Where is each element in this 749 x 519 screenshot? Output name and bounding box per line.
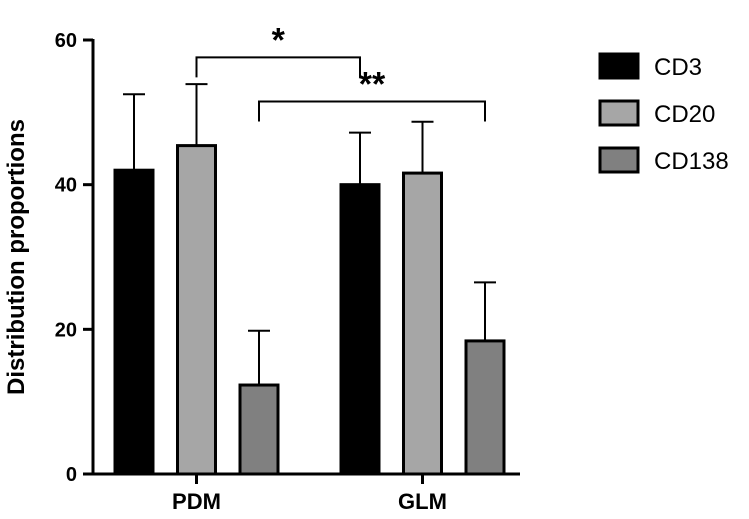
y-tick-label: 0 (66, 464, 77, 486)
bar-cd138-glm (464, 339, 506, 476)
legend-label-cd3: CD3 (654, 54, 702, 81)
bar-cd3-pdm (113, 168, 155, 476)
y-axis-label: Distribution proportions (3, 119, 30, 395)
legend-label-cd138: CD138 (654, 148, 729, 175)
bar-cd3-glm (339, 183, 381, 476)
x-category-label: PDM (172, 489, 221, 514)
bar-cd138-pdm (238, 383, 280, 476)
significance-bracket (195, 56, 361, 78)
bar-cd20-pdm (176, 144, 217, 476)
bar-cd20-glm (402, 171, 443, 476)
y-tick-label: 20 (55, 319, 77, 341)
significance-bracket (258, 100, 486, 122)
significance-marker: ** (359, 65, 386, 103)
legend: CD3 CD20 CD138 (598, 52, 729, 175)
legend-swatch-cd20 (598, 99, 640, 127)
legend-swatch-cd138 (598, 146, 640, 174)
y-tick-label: 40 (55, 175, 77, 197)
significance-marker: * (272, 21, 286, 59)
legend-label-cd20: CD20 (654, 101, 715, 128)
x-category-label: GLM (398, 489, 447, 514)
legend-swatch-cd3 (598, 52, 640, 80)
y-tick-label: 60 (55, 30, 77, 52)
